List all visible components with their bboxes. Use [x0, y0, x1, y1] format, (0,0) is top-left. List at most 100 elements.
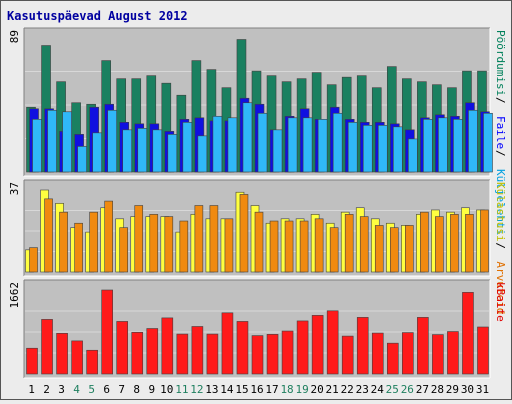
panel-top-max-label: 89	[8, 30, 21, 43]
x-tick-label-1: 1	[28, 383, 35, 396]
x-tick-label-17: 17	[265, 383, 278, 396]
bar-bottom-kbaite-18	[281, 330, 294, 375]
bar-middle-arvuteid-2	[44, 198, 53, 273]
bar-middle-arvuteid-12	[194, 205, 204, 273]
bar-middle-arvuteid-20	[314, 218, 324, 273]
bar-middle-arvuteid-26	[405, 225, 414, 273]
bar-middle-arvuteid-31	[480, 209, 489, 273]
panel-middle-legend-label-1: Arvuteid	[494, 261, 507, 314]
bar-middle-arvuteid-18	[284, 220, 294, 273]
panel-top-legend-label-1: Faile	[494, 116, 507, 149]
x-tick-label-7: 7	[118, 383, 125, 396]
bar-top-k-ljelehti-28	[438, 117, 448, 173]
bar-top-k-ljelehti-17	[272, 129, 283, 173]
x-tick-label-26: 26	[401, 383, 414, 396]
bar-bottom-kbaite-5	[86, 349, 98, 375]
bar-middle-arvuteid-25	[389, 227, 399, 273]
panel-bottom-legend-label-0: kBaite	[494, 282, 507, 322]
panel-middle-legend-separator-0: /	[494, 242, 507, 249]
bar-middle-arvuteid-3	[59, 211, 68, 273]
bar-bottom-kbaite-8	[131, 332, 144, 375]
panel-middle-legend-label-0: Külastusi	[494, 182, 507, 242]
x-tick-label-25: 25	[386, 383, 399, 396]
bar-middle-arvuteid-30	[465, 214, 474, 273]
bar-top-k-ljelehti-15	[242, 102, 253, 173]
bar-top-k-ljelehti-25	[392, 126, 403, 173]
x-tick-label-16: 16	[250, 383, 263, 396]
panel-top-legend-label-0: Pöördumisi	[494, 30, 507, 96]
bar-middle-arvuteid-16	[254, 211, 264, 273]
bar-bottom-kbaite-26	[402, 332, 414, 375]
x-tick-label-6: 6	[103, 383, 110, 396]
bar-top-k-ljelehti-6	[107, 109, 117, 173]
panel-bottom-max-label: 1662	[8, 282, 21, 309]
x-tick-label-13: 13	[205, 383, 218, 396]
bar-bottom-kbaite-11	[176, 333, 189, 375]
x-tick-label-24: 24	[371, 383, 385, 396]
bar-top-k-ljelehti-8	[137, 128, 148, 173]
bar-bottom-kbaite-3	[56, 333, 68, 375]
bar-top-k-ljelehti-21	[332, 112, 343, 173]
bar-middle-arvuteid-5	[89, 211, 98, 273]
x-tick-label-12: 12	[190, 383, 203, 396]
bar-middle-arvuteid-7	[119, 227, 129, 273]
x-tick-label-23: 23	[356, 383, 369, 396]
bar-bottom-kbaite-24	[371, 332, 384, 375]
x-tick-label-27: 27	[416, 383, 429, 396]
bar-middle-arvuteid-17	[269, 220, 279, 273]
bar-bottom-kbaite-25	[386, 342, 399, 375]
bar-bottom-kbaite-6	[101, 289, 113, 375]
bar-top-k-ljelehti-26	[408, 138, 418, 173]
panel-top-legend-separator-1: /	[494, 150, 507, 157]
bar-top-k-ljelehti-18	[287, 117, 298, 173]
bar-middle-arvuteid-4	[74, 222, 83, 273]
bar-middle-arvuteid-23	[359, 216, 369, 273]
bar-middle-arvuteid-6	[104, 200, 113, 273]
bar-top-k-ljelehti-11	[182, 122, 193, 173]
bar-bottom-kbaite-2	[41, 319, 53, 375]
bar-bottom-kbaite-15	[236, 321, 249, 375]
x-tick-label-21: 21	[326, 383, 339, 396]
bar-bottom-kbaite-17	[266, 334, 279, 375]
bar-middle-arvuteid-27	[420, 211, 429, 273]
bar-top-k-ljelehti-22	[347, 122, 358, 173]
panel-middle-max-label: 37	[8, 182, 21, 195]
x-tick-label-14: 14	[220, 383, 234, 396]
bar-middle-arvuteid-14	[224, 218, 234, 273]
bar-top-k-ljelehti-14	[227, 117, 238, 173]
bar-top-k-ljelehti-7	[122, 129, 133, 173]
bar-bottom-kbaite-30	[462, 292, 474, 375]
bar-middle-arvuteid-15	[239, 194, 249, 273]
bar-middle-arvuteid-19	[299, 220, 309, 273]
x-tick-label-15: 15	[235, 383, 248, 396]
bar-top-k-ljelehti-12	[197, 135, 208, 173]
bar-bottom-kbaite-21	[326, 310, 339, 375]
bar-middle-arvuteid-1	[29, 247, 38, 273]
bar-middle-arvuteid-13	[209, 205, 219, 273]
x-tick-label-19: 19	[295, 383, 308, 396]
bar-top-k-ljelehti-19	[302, 117, 313, 173]
x-tick-label-30: 30	[461, 383, 474, 396]
bar-bottom-kbaite-10	[161, 317, 174, 375]
bar-middle-arvuteid-28	[435, 216, 444, 273]
x-tick-label-29: 29	[446, 383, 459, 396]
bar-middle-arvuteid-9	[149, 214, 159, 273]
bar-bottom-kbaite-28	[432, 334, 444, 375]
bar-bottom-kbaite-4	[71, 340, 83, 375]
bar-top-k-ljelehti-2	[47, 109, 57, 173]
bar-bottom-kbaite-14	[221, 312, 234, 375]
bar-bottom-kbaite-13	[206, 333, 219, 375]
x-tick-label-31: 31	[476, 383, 489, 396]
bar-top-k-ljelehti-24	[377, 125, 388, 173]
x-tick-label-3: 3	[58, 383, 65, 396]
x-tick-label-28: 28	[431, 383, 444, 396]
chart-title: Kasutuspäevad August 2012	[7, 9, 188, 23]
bar-bottom-kbaite-29	[447, 331, 459, 375]
x-tick-label-22: 22	[341, 383, 354, 396]
bar-top-k-ljelehti-10	[167, 134, 178, 173]
bar-top-k-ljelehti-23	[362, 125, 373, 173]
x-tick-label-11: 11	[175, 383, 188, 396]
bar-bottom-kbaite-1	[26, 347, 38, 375]
x-tick-label-8: 8	[133, 383, 140, 396]
